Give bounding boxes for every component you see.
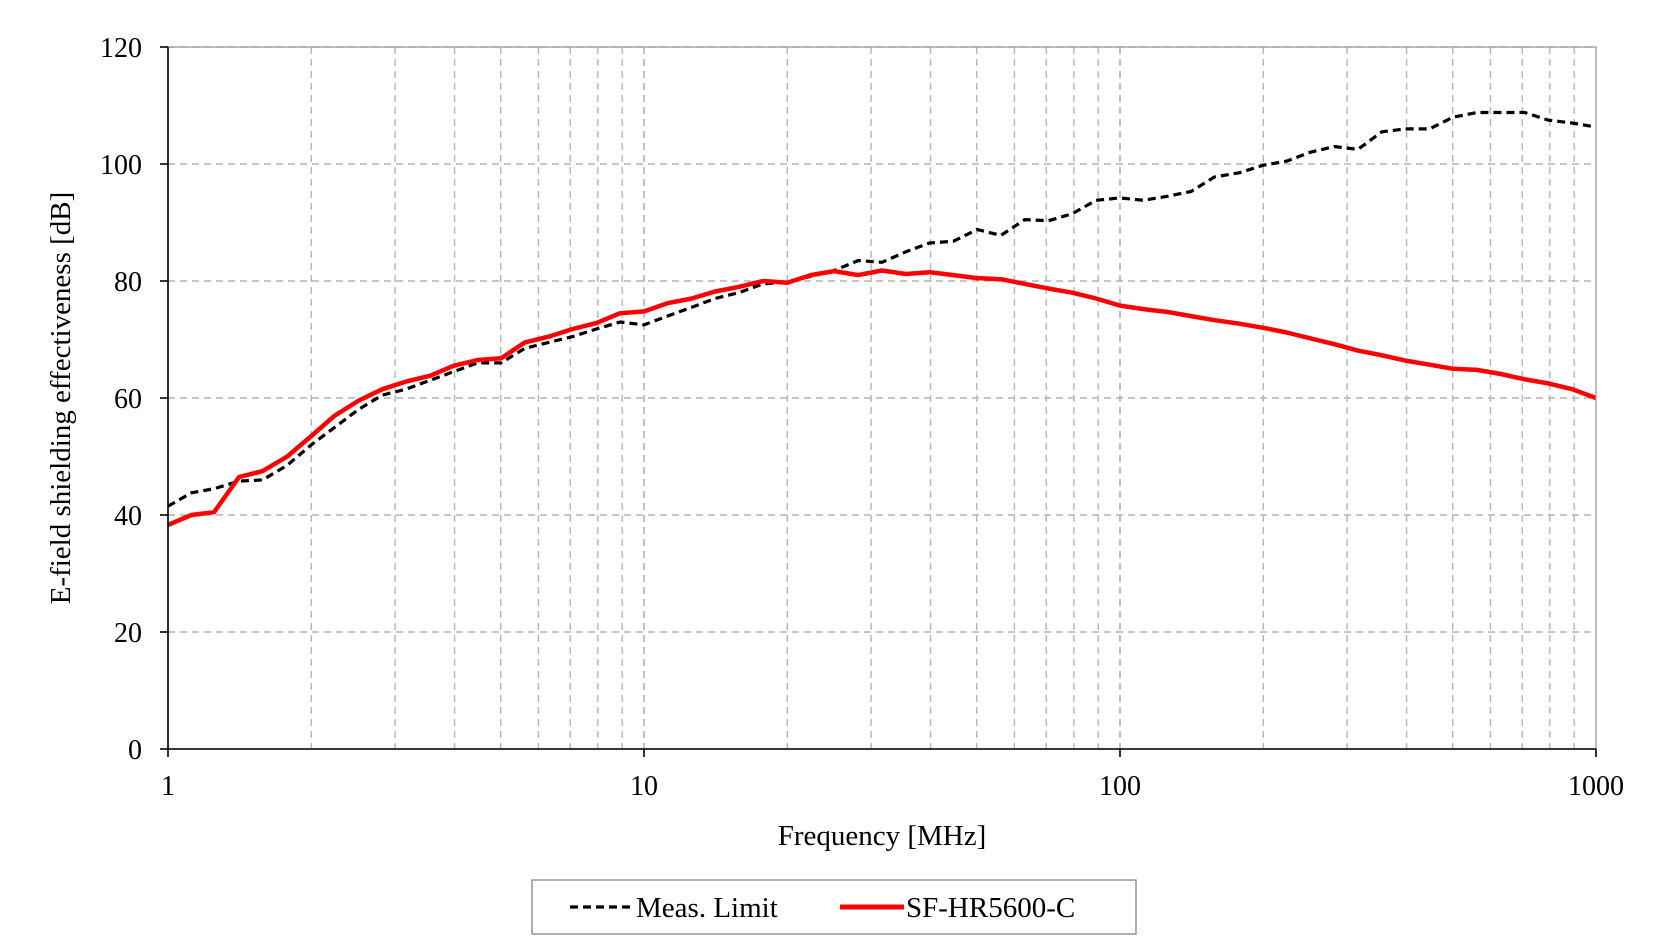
- grid: [168, 46, 1596, 749]
- legend-item: SF-HR5600-C: [840, 892, 1075, 924]
- x-axis-title: Frequency [MHz]: [778, 820, 987, 852]
- x-tick-label: 100: [1099, 771, 1141, 802]
- x-tick-label: 10: [630, 771, 658, 802]
- y-tick-label: 100: [100, 150, 142, 181]
- x-tick-label: 1000: [1568, 771, 1624, 802]
- y-tick-label: 120: [100, 33, 142, 64]
- series-line: [167, 110, 1597, 508]
- series-layer: [167, 110, 1597, 527]
- y-tick-label: 40: [114, 501, 142, 532]
- y-tick-label: 60: [114, 384, 142, 415]
- y-tick-label: 80: [114, 267, 142, 298]
- legend-item: Meas. Limit: [570, 892, 778, 924]
- series-1: [167, 268, 1597, 527]
- x-tick-label: 1: [161, 771, 175, 802]
- legend: Meas. Limit SF-HR5600-C: [531, 879, 1137, 935]
- legend-label: Meas. Limit: [636, 892, 778, 924]
- series-0: [167, 110, 1597, 508]
- legend-box: [531, 879, 1137, 935]
- legend-label: SF-HR5600-C: [906, 892, 1075, 924]
- y-tick-label: 0: [128, 735, 142, 766]
- y-axis-title: E-field shielding effectiveness [dB]: [45, 192, 77, 605]
- y-tick-label: 20: [114, 618, 142, 649]
- series-line: [167, 268, 1597, 527]
